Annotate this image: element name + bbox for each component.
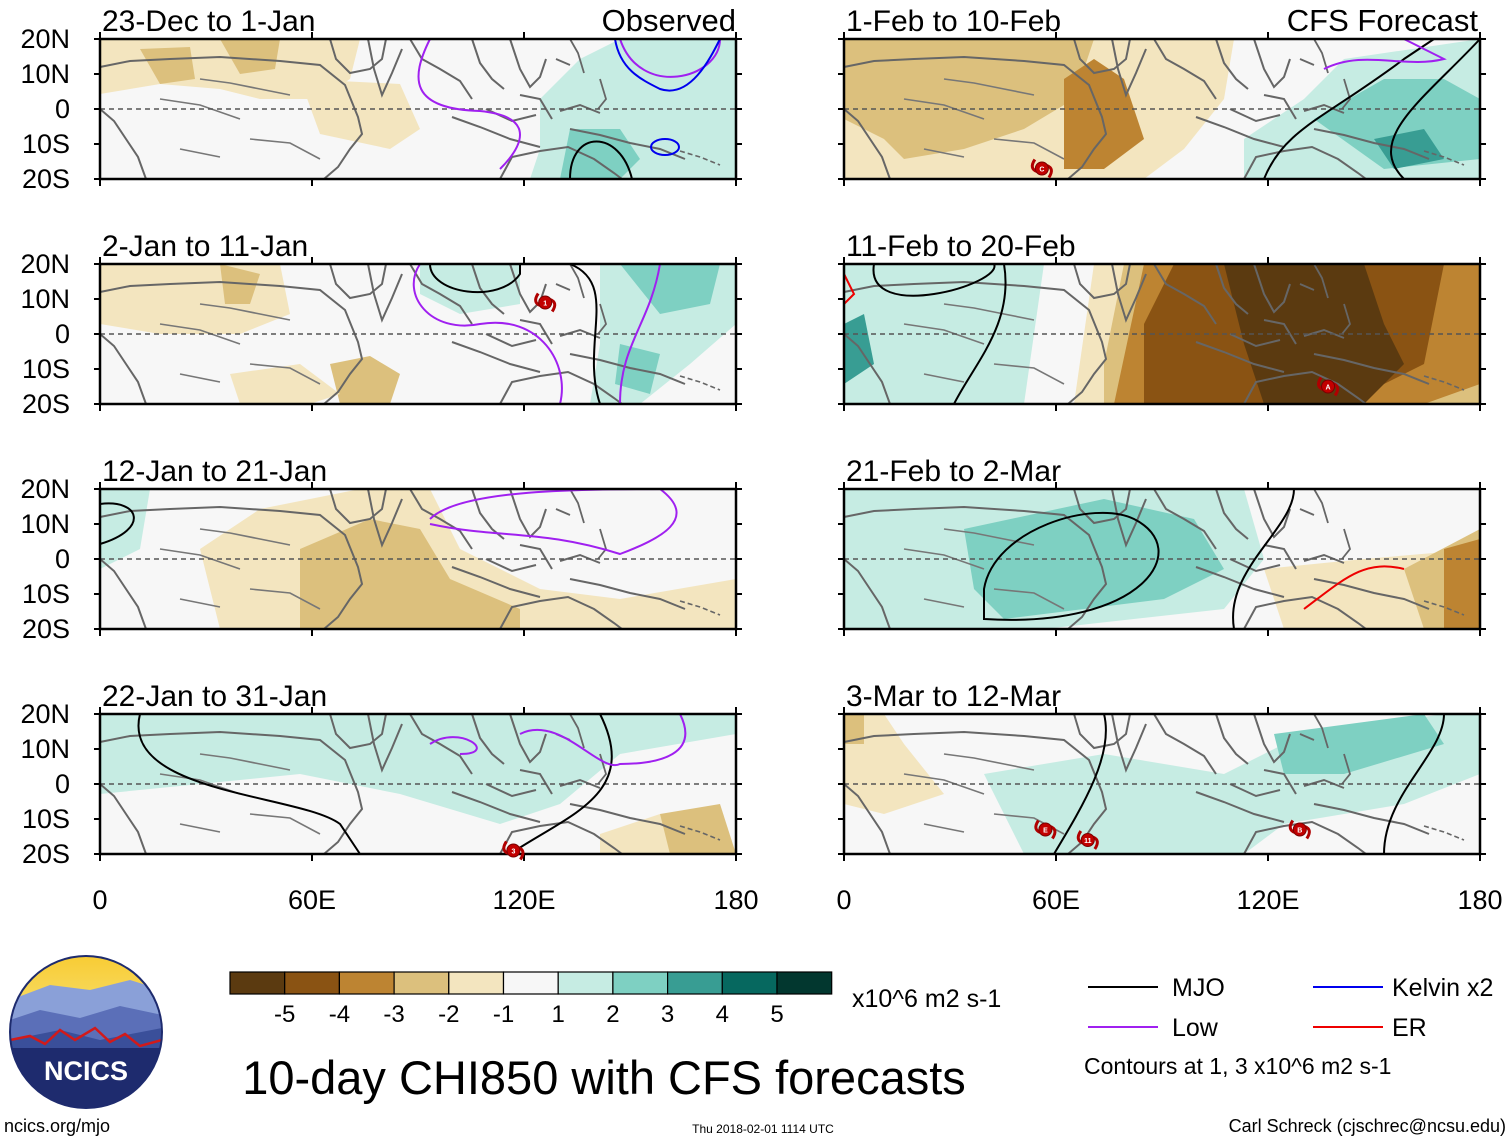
tropical-cyclone-icon: 11 (1076, 830, 1099, 850)
panel-title: 21-Feb to 2-Mar (846, 455, 1061, 488)
map-panel (92, 255, 744, 413)
panel-title: 23-Dec to 1-Jan (102, 5, 315, 38)
lat-tick-label: 20N (20, 24, 70, 54)
lat-tick-label: 20S (22, 389, 70, 419)
map-panel (836, 30, 1488, 188)
lon-tick-label: 0 (836, 885, 851, 915)
colorbar-swatch (393, 971, 450, 995)
site-url: ncics.org/mjo (4, 1116, 110, 1136)
storm-label: 1 (543, 301, 547, 308)
panel-title: 11-Feb to 20-Feb (846, 230, 1076, 263)
colorbar-swatch (338, 971, 395, 995)
tropical-cyclone-icon: C (1030, 158, 1053, 179)
lon-tick-label: 0 (92, 885, 107, 915)
colorbar-tick: -2 (438, 1001, 459, 1028)
logo-text: NCICS (44, 1056, 128, 1086)
colorbar-swatch (612, 971, 669, 995)
colorbar-tick: 1 (552, 1001, 565, 1028)
lat-tick-label: 10N (20, 509, 70, 539)
colorbar-tick: -3 (383, 1001, 404, 1028)
colorbar-tick: -1 (493, 1001, 514, 1028)
colorbar-swatch (229, 971, 286, 995)
colorbar-tick: 4 (716, 1001, 729, 1028)
colorbar-swatch (448, 971, 505, 995)
tropical-cyclone-icon: E (1034, 819, 1057, 840)
colorbar-swatch (666, 971, 723, 995)
legend-note: Contours at 1, 3 x10^6 m2 s-1 (1084, 1053, 1391, 1079)
lon-tick-label: 60E (288, 885, 336, 915)
colorbar-tick: -5 (274, 1001, 295, 1028)
map-panel (92, 705, 744, 863)
tropical-cyclone-icon: B (1288, 819, 1311, 840)
observed-label: Observed (602, 3, 736, 38)
colorbar: -5 -4 -3 -2 -1 1 2 3 4 5 (229, 971, 833, 1028)
legend: MJO Kelvin x2 Low ER Contours at 1, 3 x1… (1084, 974, 1493, 1079)
lat-tick-label: 10S (22, 804, 70, 834)
lon-tick-label: 120E (1236, 885, 1299, 915)
storm-label: E (1043, 828, 1048, 835)
map-panel (92, 480, 744, 638)
legend-low-label: Low (1172, 1014, 1219, 1042)
panel-title: 1-Feb to 10-Feb (846, 5, 1061, 38)
colorbar-swatch (776, 971, 833, 995)
panel-title: 12-Jan to 21-Jan (102, 455, 327, 488)
lat-tick-label: 10S (22, 354, 70, 384)
map-panel (836, 480, 1488, 638)
figure-title: 10-day CHI850 with CFS forecasts (242, 1051, 966, 1104)
panel-title: 22-Jan to 31-Jan (102, 680, 327, 713)
colorbar-tick: 5 (770, 1001, 783, 1028)
map-panel (836, 705, 1488, 863)
storm-label: C (1039, 167, 1044, 174)
lon-tick-label: 180 (1457, 885, 1502, 915)
colorbar-tick: 2 (606, 1001, 619, 1028)
timestamp: Thu 2018-02-01 1114 UTC (692, 1122, 834, 1136)
lat-tick-label: 0 (55, 319, 70, 349)
storm-label: 11 (1084, 838, 1092, 845)
storm-label: A (1326, 385, 1331, 392)
lat-tick-label: 0 (55, 94, 70, 124)
tropical-cyclone-icon: 1 (534, 292, 557, 313)
lat-tick-label: 20S (22, 614, 70, 644)
lat-tick-label: 20N (20, 699, 70, 729)
colorbar-unit: x10^6 m2 s-1 (852, 985, 1001, 1013)
map-panel (92, 30, 744, 188)
storm-label: 3 (511, 849, 515, 856)
tropical-cyclone-icon: A (1317, 376, 1340, 397)
cfs-forecast-label: CFS Forecast (1287, 3, 1479, 38)
lat-tick-label: 20S (22, 164, 70, 194)
colorbar-swatch (557, 971, 614, 995)
lat-tick-label: 20N (20, 249, 70, 279)
map-panel (836, 255, 1488, 413)
lon-tick-label: 60E (1032, 885, 1080, 915)
lon-tick-label: 180 (713, 885, 758, 915)
lat-tick-label: 10N (20, 284, 70, 314)
lat-tick-label: 20S (22, 839, 70, 869)
colorbar-tick: 3 (661, 1001, 674, 1028)
colorbar-tick: -4 (329, 1001, 350, 1028)
panel-title: 3-Mar to 12-Mar (846, 680, 1061, 713)
panel-title: 2-Jan to 11-Jan (102, 230, 308, 263)
lat-tick-label: 0 (55, 769, 70, 799)
author-credit: Carl Schreck (cjschrec@ncsu.edu) (1229, 1116, 1506, 1136)
lat-tick-label: 20N (20, 474, 70, 504)
legend-kelvin-label: Kelvin x2 (1392, 974, 1493, 1002)
tropical-cyclone-icon: 3 (502, 840, 525, 861)
lat-tick-label: 0 (55, 544, 70, 574)
lat-tick-label: 10N (20, 734, 70, 764)
colorbar-swatch (284, 971, 341, 995)
ncics-logo: NCICS (9, 955, 163, 1109)
lat-tick-label: 10N (20, 59, 70, 89)
legend-er-label: ER (1392, 1014, 1427, 1042)
colorbar-swatch (502, 971, 559, 995)
lat-tick-label: 10S (22, 129, 70, 159)
colorbar-swatch (721, 971, 778, 995)
storm-label: B (1297, 828, 1302, 835)
legend-mjo-label: MJO (1172, 974, 1225, 1002)
lon-tick-label: 120E (492, 885, 555, 915)
lat-tick-label: 10S (22, 579, 70, 609)
